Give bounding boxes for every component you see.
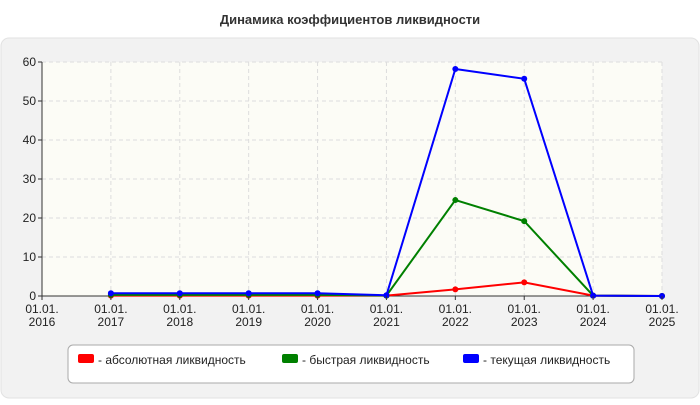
- x-tick-label: 01.01. 2022: [439, 302, 472, 329]
- data-point: [107, 290, 114, 297]
- data-point: [452, 197, 459, 204]
- y-tick-label: 50: [23, 94, 37, 108]
- y-tick-label: 10: [23, 250, 37, 264]
- data-point: [452, 66, 459, 73]
- x-tick-label: 01.01. 2020: [301, 302, 334, 329]
- x-tick-label: 01.01. 2023: [508, 302, 541, 329]
- data-point: [176, 290, 183, 297]
- chart-title: Динамика коэффициентов ликвидности: [220, 12, 480, 27]
- y-tick-label: 30: [23, 172, 37, 186]
- legend-label: - текущая ликвидность: [483, 353, 610, 367]
- y-tick-label: 40: [23, 133, 37, 147]
- x-tick-label: 01.01. 2016: [25, 302, 58, 329]
- legend-label: - абсолютная ликвидность: [98, 353, 246, 367]
- data-point: [314, 290, 321, 297]
- x-tick-label: 01.01. 2024: [576, 302, 609, 329]
- x-tick-label: 01.01. 2018: [163, 302, 196, 329]
- legend: [67, 344, 635, 384]
- x-tick-label: 01.01. 2017: [94, 302, 127, 329]
- legend-swatch: [282, 354, 298, 363]
- data-point: [521, 279, 528, 286]
- x-tick-label: 01.01. 2025: [645, 302, 678, 329]
- legend-swatch: [78, 354, 94, 363]
- data-point: [521, 75, 528, 82]
- legend-label: - быстрая ликвидность: [302, 353, 430, 367]
- data-point: [383, 292, 390, 299]
- y-tick-label: 0: [29, 289, 36, 303]
- data-point: [452, 286, 459, 293]
- data-point: [521, 218, 528, 225]
- data-point: [590, 292, 597, 299]
- y-tick-label: 60: [23, 55, 37, 69]
- x-tick-label: 01.01. 2021: [370, 302, 403, 329]
- legend-swatch: [463, 354, 479, 363]
- x-tick-label: 01.01. 2019: [232, 302, 265, 329]
- data-point: [245, 290, 252, 297]
- y-tick-label: 20: [23, 211, 37, 225]
